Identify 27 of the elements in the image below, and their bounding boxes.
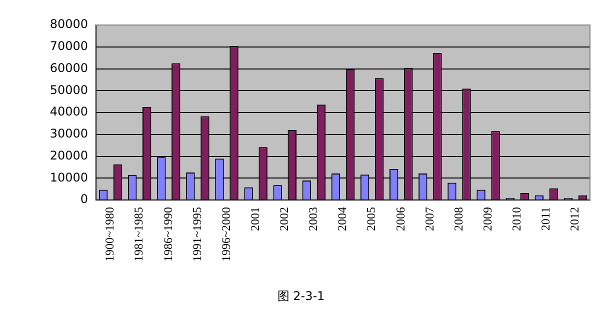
caption: 图 2-3-1 xyxy=(277,289,325,303)
x-tick-label: 2003 xyxy=(306,207,320,231)
y-tick-label: 40000 xyxy=(50,104,88,119)
x-tick-label: 1900~1980 xyxy=(102,207,117,262)
x-tick-label: 2006 xyxy=(393,207,408,231)
x-tick-label: 2012 xyxy=(568,207,582,231)
x-tick-label: 2002 xyxy=(277,207,292,231)
x-tick-label: 2010 xyxy=(510,207,524,231)
x-tick-label: 2005 xyxy=(364,207,378,231)
y-tick-label: 30000 xyxy=(50,126,88,140)
x-tick-label: 2007 xyxy=(422,207,436,231)
y-tick-label: 60000 xyxy=(50,60,88,75)
x-tick-label: 2004 xyxy=(335,207,350,231)
y-tick-label: 80000 xyxy=(50,17,88,32)
y-tick-label: 10000 xyxy=(50,170,88,184)
y-tick-label: 20000 xyxy=(50,148,88,162)
x-tick-label: 2009 xyxy=(480,207,494,231)
x-tick-label: 1981~1985 xyxy=(132,207,146,262)
x-tick-label: 2008 xyxy=(451,207,466,231)
x-tick-label: 1996~2000 xyxy=(218,207,233,262)
x-tick-label: 2001 xyxy=(248,207,262,231)
y-tick-label: 50000 xyxy=(50,82,88,97)
x-tick-label: 1991~1995 xyxy=(190,207,204,262)
x-tick-label: 2011 xyxy=(538,207,553,231)
y-tick-label: 0 xyxy=(80,192,88,206)
y-tick-label: 70000 xyxy=(50,39,88,53)
x-tick-label: 1986~1990 xyxy=(160,207,175,262)
